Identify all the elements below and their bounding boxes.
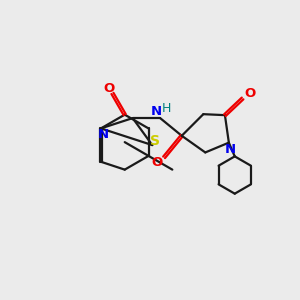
Text: H: H: [161, 102, 171, 115]
Text: O: O: [152, 156, 163, 169]
Text: N: N: [224, 143, 236, 156]
Text: O: O: [245, 87, 256, 100]
Text: N: N: [97, 128, 109, 141]
Text: S: S: [150, 134, 160, 148]
Text: N: N: [151, 105, 162, 118]
Text: O: O: [103, 82, 114, 95]
